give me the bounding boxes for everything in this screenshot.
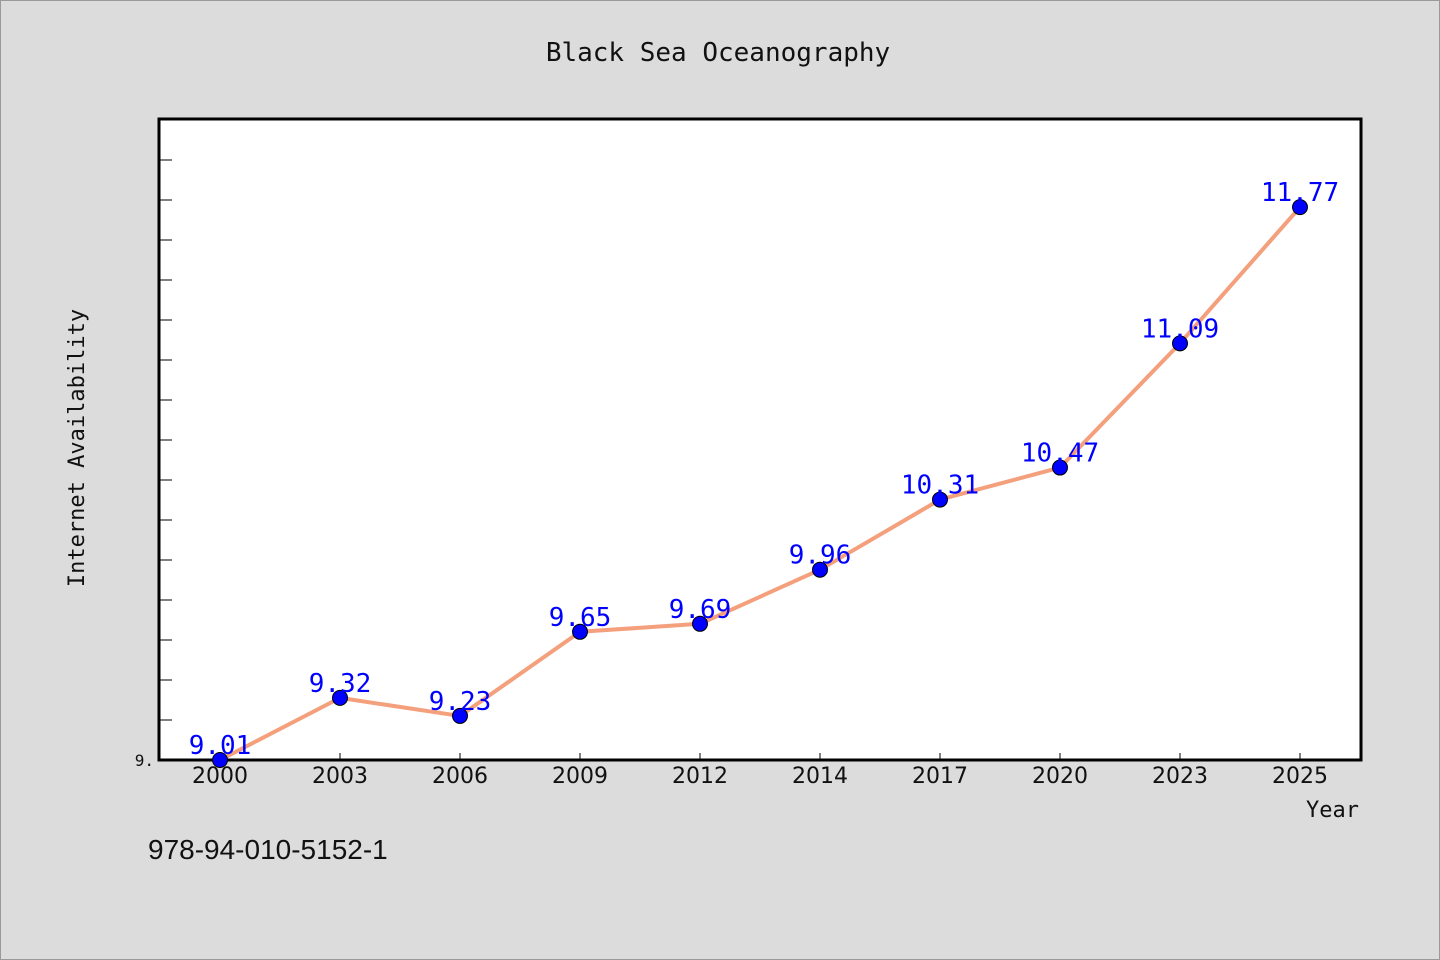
plot-area [157,117,1363,762]
data-point [692,615,708,632]
series-line [219,205,1302,762]
data-label: 9.69 [669,595,732,625]
y-axis-ticks [159,159,172,721]
data-point [452,707,468,724]
x-axis-label: Year [1306,798,1359,823]
data-label: 10.47 [1021,439,1099,469]
data-label: 10.31 [901,471,979,501]
data-point [1052,459,1068,476]
x-tick-label: 2000 [192,764,248,789]
data-label: 9.96 [789,541,852,571]
data-point [1292,199,1308,216]
data-point [572,623,588,640]
y-tick-label: 9. [135,751,154,770]
x-tick-label: 2006 [432,764,488,789]
data-label: 11.77 [1261,178,1339,208]
data-point [1172,335,1188,352]
data-point [932,491,948,508]
x-tick-label: 2003 [312,764,368,789]
x-tick-label: 2009 [552,764,608,789]
x-tick-label: 2017 [912,764,968,789]
data-label: 9.01 [189,731,252,761]
y-axis-label: Internet Availability [65,309,90,587]
x-tick-label: 2023 [1152,764,1208,789]
data-label: 9.23 [429,687,492,717]
data-label: 9.32 [309,669,372,699]
data-point [812,561,828,578]
data-label: 11.09 [1141,314,1219,344]
isbn-footer: 978-94-010-5152-1 [148,834,388,865]
x-tick-label: 2020 [1032,764,1088,789]
x-tick-label: 2025 [1272,764,1328,789]
x-tick-label: 2012 [672,764,728,789]
data-point [212,752,228,768]
series-line-group: 9.01 9.32 9.23 9.65 9.69 9.96 10.31 10.47 11.09 1… [189,178,1339,768]
data-label: 9.65 [549,603,612,633]
x-tick-label: 2014 [792,764,848,789]
chart-title: Black Sea Oceanography [546,38,890,68]
data-point [332,689,348,706]
x-axis-ticks: 2000 2003 2006 2009 2012 2014 2017 2020 2023 2025 [192,753,1328,789]
